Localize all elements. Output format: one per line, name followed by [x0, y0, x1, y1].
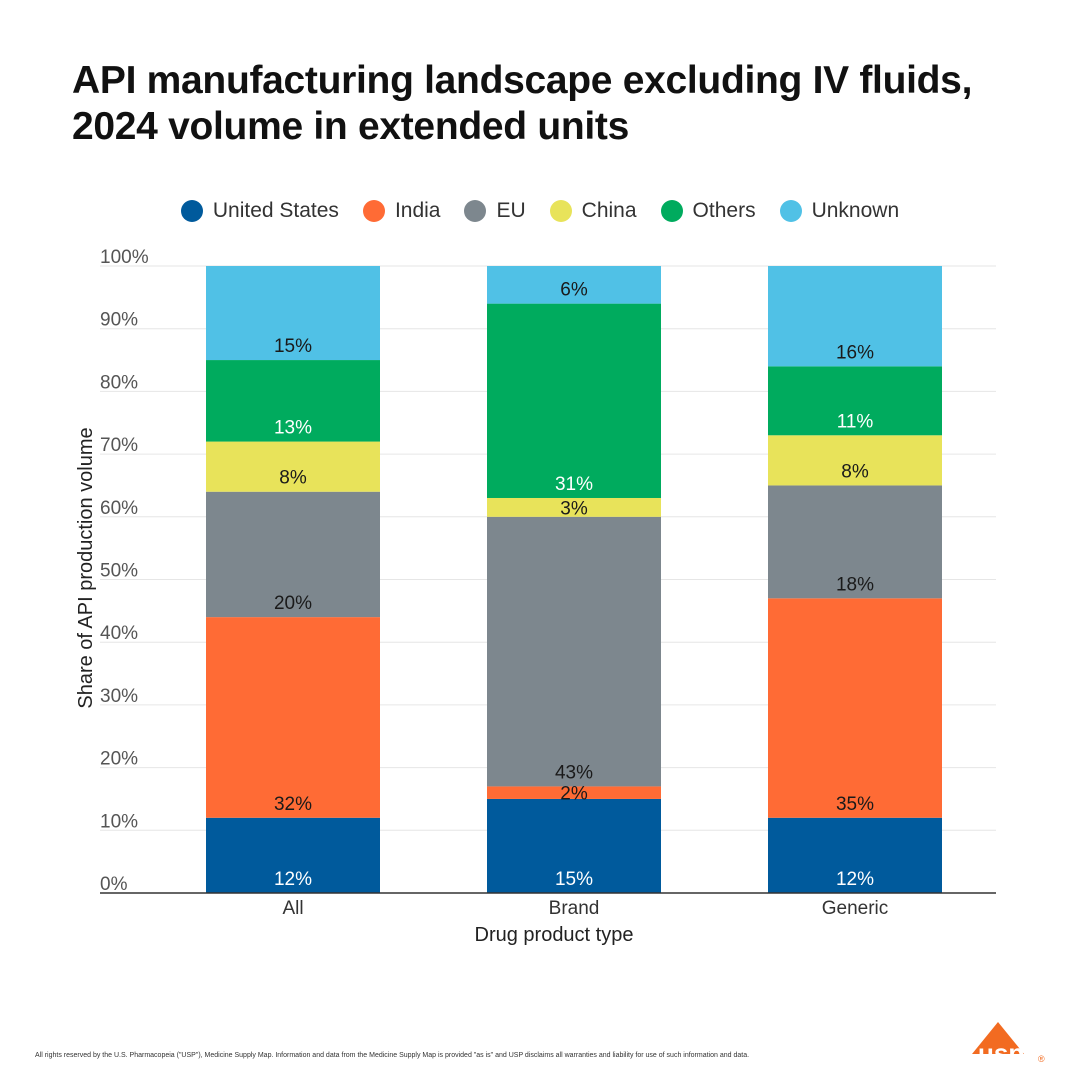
chart-title-line-1: API manufacturing landscape excluding IV…	[72, 59, 973, 102]
data-label: 11%	[837, 411, 874, 432]
y-tick-label: 70%	[100, 435, 138, 456]
bar-segment-generic-eu	[768, 485, 942, 599]
data-label: 15%	[555, 869, 593, 890]
bar-segment-brand-others	[487, 303, 661, 498]
bar-segment-all-india	[206, 617, 380, 818]
data-label: 18%	[836, 574, 874, 595]
y-tick-label: 80%	[100, 372, 138, 393]
chart-legend: United States India EU China Others Unkn…	[0, 196, 1080, 226]
x-axis-title: Drug product type	[475, 924, 634, 946]
data-label: 31%	[555, 474, 593, 495]
bar-segment-generic-others	[768, 366, 942, 436]
legend-label-others: Others	[692, 199, 756, 222]
usp-logo: usp ®	[972, 1022, 1045, 1064]
x-tick-label: Generic	[822, 898, 889, 919]
copyright-footer: All rights reserved by the U.S. Pharmaco…	[35, 1052, 750, 1059]
x-tick-label: All	[282, 898, 303, 919]
y-tick-label: 20%	[100, 749, 138, 770]
legend-item-india: India	[362, 199, 441, 223]
data-label: 8%	[279, 468, 307, 489]
usp-logo-text: usp	[978, 1038, 1024, 1064]
bar-segment-all-unknown	[206, 266, 380, 361]
y-tick-label: 30%	[100, 686, 138, 707]
data-label: 43%	[555, 762, 593, 783]
chart-title-line-2: 2024 volume in extended units	[72, 105, 629, 148]
legend-item-others: Others	[660, 199, 756, 223]
data-label: 15%	[274, 336, 312, 357]
data-label: 12%	[274, 869, 312, 890]
data-label: 2%	[560, 784, 588, 805]
data-label: 13%	[274, 418, 312, 439]
legend-label-eu: EU	[496, 199, 526, 222]
bar-segment-brand-unknown	[487, 266, 661, 304]
y-tick-label: 50%	[100, 561, 138, 582]
legend-item-china: China	[549, 199, 637, 223]
bar-segment-all-others	[206, 360, 380, 442]
data-label: 3%	[560, 498, 588, 519]
legend-swatch-eu	[464, 200, 487, 222]
legend-swatch-others	[660, 200, 683, 222]
legend-swatch-china	[549, 200, 572, 222]
bar-segment-brand-china	[487, 497, 661, 517]
legend-label-united-states: United States	[212, 199, 339, 222]
bar-segment-all-united-states	[206, 817, 380, 893]
legend-item-eu: EU	[464, 199, 526, 223]
bar-segment-brand-india	[487, 786, 661, 799]
legend-label-india: India	[394, 199, 441, 222]
bar-segment-generic-china	[768, 435, 942, 486]
stacked-bar-chart: 0% 10% 20% 30% 40% 50% 60% 70% 80% 90% 100% 12% 32% 2…	[75, 247, 996, 946]
y-tick-label: 90%	[100, 310, 138, 331]
usp-logo-triangle	[972, 1022, 1024, 1054]
data-label: 8%	[841, 461, 869, 482]
bar-segment-all-china	[206, 441, 380, 492]
x-tick-label: Brand	[549, 898, 600, 919]
legend-swatch-united-states	[180, 200, 203, 222]
data-label: 16%	[836, 342, 874, 363]
bar-segment-generic-unknown	[768, 266, 942, 367]
data-label: 32%	[274, 794, 312, 815]
legend-label-china: China	[581, 199, 637, 222]
y-tick-label: 10%	[100, 811, 138, 832]
legend-label-unknown: Unknown	[811, 199, 900, 222]
data-label: 35%	[836, 794, 874, 815]
legend-item-united-states: United States	[180, 199, 339, 223]
data-label: 6%	[560, 280, 588, 301]
y-tick-label: 100%	[100, 247, 149, 268]
y-axis-title: Share of API production volume	[75, 427, 97, 708]
y-tick-label: 0%	[100, 874, 128, 895]
bar-segment-all-eu	[206, 491, 380, 618]
y-tick-label: 40%	[100, 623, 138, 644]
chart-title: API manufacturing landscape excluding IV…	[72, 58, 1032, 150]
bar-segment-generic-india	[768, 598, 942, 818]
data-label: 20%	[274, 593, 312, 614]
bar-segment-brand-united-states	[487, 798, 661, 893]
legend-swatch-india	[362, 200, 385, 222]
bar-segment-brand-eu	[487, 516, 661, 787]
y-tick-label: 60%	[100, 498, 138, 519]
legend-swatch-unknown	[779, 200, 802, 222]
bar-segment-generic-united-states	[768, 817, 942, 893]
legend-item-unknown: Unknown	[779, 199, 900, 223]
usp-logo-registered-mark: ®	[1038, 1054, 1045, 1064]
data-label: 12%	[836, 869, 874, 890]
